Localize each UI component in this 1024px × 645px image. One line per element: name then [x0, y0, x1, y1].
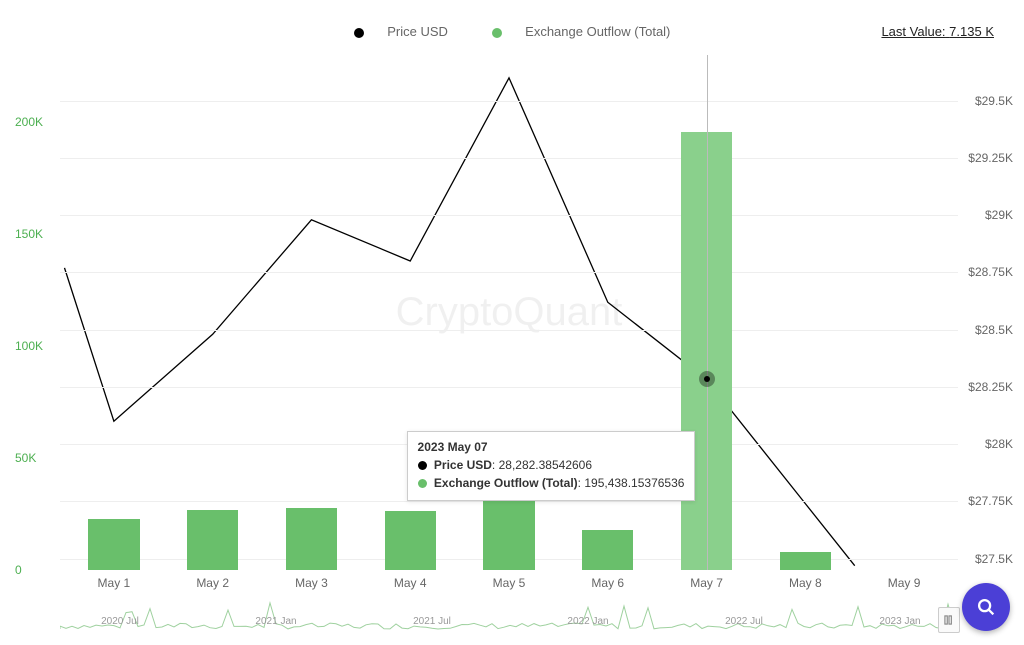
- gridline: [60, 101, 958, 102]
- y-left-label: 50K: [15, 451, 36, 465]
- tooltip-row-price: Price USD: 28,282.38542606: [418, 456, 685, 474]
- y-right-label: $28.5K: [975, 323, 1013, 337]
- overview-label: 2023 Jan: [879, 616, 920, 627]
- gridline: [60, 215, 958, 216]
- y-right-label: $28K: [985, 437, 1013, 451]
- x-axis-label: May 9: [888, 576, 921, 590]
- x-axis-label: May 5: [493, 576, 526, 590]
- x-axis-label: May 1: [98, 576, 131, 590]
- last-value-number: 7.135 K: [949, 24, 994, 39]
- overview-label: 2021 Jul: [413, 616, 451, 627]
- legend-label-price: Price USD: [387, 24, 448, 39]
- gridline: [60, 387, 958, 388]
- y-right-label: $29.5K: [975, 94, 1013, 108]
- tooltip-value-outflow: 195,438.15376536: [584, 476, 684, 490]
- x-axis-label: May 4: [394, 576, 427, 590]
- overview-sparkline: [60, 599, 958, 639]
- search-icon: [975, 596, 997, 618]
- outflow-bar[interactable]: [780, 552, 831, 570]
- y-right-label: $29.25K: [968, 151, 1013, 165]
- tooltip-row-outflow: Exchange Outflow (Total): 195,438.153765…: [418, 474, 685, 492]
- overview-label: 2020 Jul: [101, 616, 139, 627]
- overview-label: 2022 Jul: [725, 616, 763, 627]
- y-right-label: $29K: [985, 208, 1013, 222]
- gridline: [60, 272, 958, 273]
- x-axis-label: May 6: [591, 576, 624, 590]
- outflow-bar[interactable]: [187, 510, 238, 570]
- y-left-label: 0: [15, 563, 22, 577]
- legend-dot-price: [354, 28, 364, 38]
- crosshair-line: [707, 55, 708, 570]
- legend-label-outflow: Exchange Outflow (Total): [525, 24, 670, 39]
- y-left-label: 150K: [15, 227, 43, 241]
- tooltip-label-price: Price USD: [434, 458, 492, 472]
- gridline: [60, 158, 958, 159]
- outflow-bar[interactable]: [582, 530, 633, 570]
- overview-label: 2021 Jan: [255, 616, 296, 627]
- hover-marker: [699, 371, 715, 387]
- y-right-label: $28.75K: [968, 265, 1013, 279]
- overview-toggle-icon[interactable]: [938, 607, 960, 633]
- legend-item-outflow[interactable]: Exchange Outflow (Total): [482, 24, 681, 39]
- legend: Price USD Exchange Outflow (Total): [0, 24, 1024, 39]
- last-value-prefix: Last Value:: [881, 24, 945, 39]
- outflow-bar[interactable]: [385, 511, 436, 570]
- tooltip-dot-price: [418, 461, 427, 470]
- last-value[interactable]: Last Value: 7.135 K: [881, 24, 994, 39]
- y-left-label: 200K: [15, 115, 43, 129]
- tooltip: 2023 May 07 Price USD: 28,282.38542606 E…: [407, 431, 696, 501]
- overview-strip[interactable]: 2020 Jul 2021 Jan 2021 Jul 2022 Jan 2022 Jul…: [60, 599, 958, 639]
- chart-container: Price USD Exchange Outflow (Total) Last …: [0, 0, 1024, 645]
- x-axis-label: May 7: [690, 576, 723, 590]
- search-fab[interactable]: [962, 583, 1010, 631]
- y-right-label: $27.75K: [968, 494, 1013, 508]
- tooltip-dot-outflow: [418, 479, 427, 488]
- y-right-label: $28.25K: [968, 380, 1013, 394]
- tooltip-label-outflow: Exchange Outflow (Total): [434, 476, 578, 490]
- outflow-bar[interactable]: [286, 508, 337, 570]
- legend-item-price[interactable]: Price USD: [344, 24, 462, 39]
- x-axis-label: May 3: [295, 576, 328, 590]
- tooltip-title: 2023 May 07: [418, 440, 685, 454]
- gridline: [60, 330, 958, 331]
- tooltip-value-price: 28,282.38542606: [499, 458, 592, 472]
- x-axis-label: May 8: [789, 576, 822, 590]
- x-axis-label: May 2: [196, 576, 229, 590]
- outflow-bar[interactable]: [483, 496, 534, 570]
- outflow-bar[interactable]: [88, 519, 139, 571]
- y-right-label: $27.5K: [975, 552, 1013, 566]
- legend-dot-outflow: [492, 28, 502, 38]
- overview-label: 2022 Jan: [567, 616, 608, 627]
- y-left-label: 100K: [15, 339, 43, 353]
